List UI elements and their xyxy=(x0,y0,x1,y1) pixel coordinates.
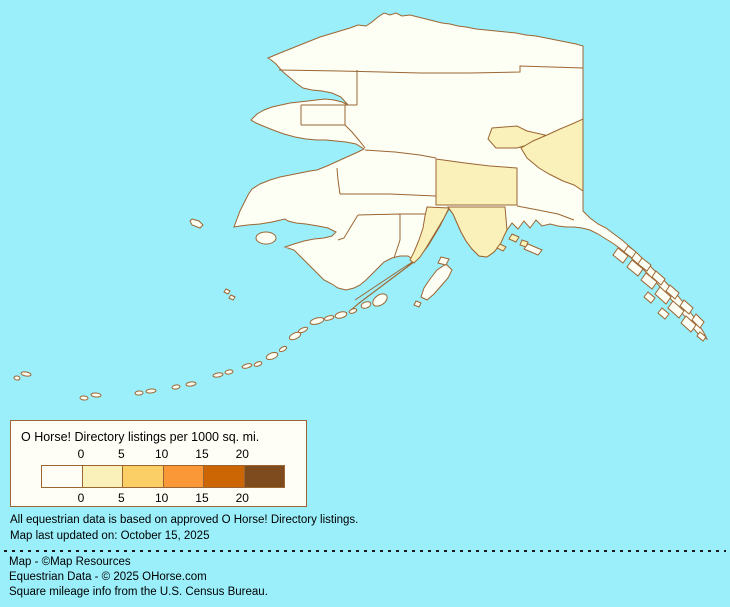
borough-boundary-alaska-peninsula xyxy=(354,260,415,301)
kodiak-island xyxy=(420,263,453,301)
shaded-borough-southeast-fairbanks xyxy=(520,118,584,192)
panhandle-islands xyxy=(612,245,707,342)
note-data-source: All equestrian data is based on approved… xyxy=(10,514,359,526)
legend-tick: 20 xyxy=(235,447,249,461)
legend-ticks-top: 0 5 10 15 20 xyxy=(11,447,306,461)
afognak-island xyxy=(437,256,450,266)
borough-boundary-north-slope xyxy=(278,65,584,74)
borough-boundary-valdez xyxy=(516,205,575,221)
legend-swatch xyxy=(42,466,83,487)
legend-tick: 20 xyxy=(235,491,249,505)
pribilof-island-2 xyxy=(228,294,236,301)
legend-tick: 5 xyxy=(117,491,125,505)
legend-tick: 0 xyxy=(77,447,85,461)
shaded-islet-pws-3 xyxy=(496,243,507,252)
borough-boundary-yukon-koyukuk-south xyxy=(364,149,437,159)
dashed-divider xyxy=(4,550,726,552)
aleutian-islands xyxy=(13,293,388,401)
legend-tick: 0 xyxy=(77,491,85,505)
legend-tick: 10 xyxy=(154,447,169,461)
legend-box: O Horse! Directory listings per 1000 sq.… xyxy=(10,420,307,507)
legend-tick: 5 xyxy=(117,447,125,461)
shaded-borough-denali-matsu xyxy=(435,158,518,206)
st-lawrence-island xyxy=(189,218,204,229)
credit-map: Map - ©Map Resources xyxy=(9,556,131,568)
shaded-islet-pws-1 xyxy=(508,233,520,243)
legend-tick: 15 xyxy=(195,491,209,505)
legend-swatch xyxy=(163,466,204,487)
alaska-choropleth-map xyxy=(13,12,709,401)
borough-boundary-bethel-north xyxy=(336,167,437,197)
trinity-islands xyxy=(413,300,422,308)
credit-square-mileage: Square mileage info from the U.S. Census… xyxy=(9,586,268,598)
legend-tick: 10 xyxy=(154,491,169,505)
montague-island xyxy=(523,243,543,256)
legend-ramp xyxy=(41,465,285,488)
legend-tick: 15 xyxy=(195,447,209,461)
legend-swatch xyxy=(82,466,123,487)
nunivak-island xyxy=(255,231,277,245)
credit-equestrian-data: Equestrian Data - © 2025 OHorse.com xyxy=(9,571,207,583)
legend-swatch xyxy=(204,466,245,487)
legend-swatch xyxy=(123,466,164,487)
legend-swatch xyxy=(244,466,284,487)
shaded-borough-kenai-peninsula xyxy=(447,206,508,258)
legend-ticks-bottom: 0 5 10 15 20 xyxy=(11,491,306,505)
borough-boundary-northwest-arctic xyxy=(300,70,366,149)
note-last-updated: Map last updated on: October 15, 2025 xyxy=(10,530,210,542)
shaded-borough-kenai-west-strip xyxy=(409,206,450,264)
pribilof-island-1 xyxy=(223,288,231,295)
borough-boundary-dillingham xyxy=(337,213,436,259)
legend-title: O Horse! Directory listings per 1000 sq.… xyxy=(21,430,260,444)
